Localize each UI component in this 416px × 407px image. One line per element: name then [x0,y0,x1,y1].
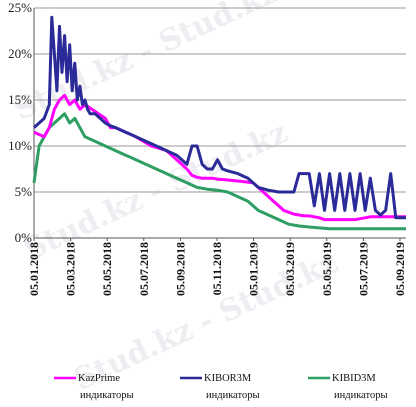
y-tick-label: 25% [8,0,32,15]
x-tick-label: 05.09.2018 [173,242,187,296]
x-axis-ticks: 05.01.2018 05.03.2018 05.05.2018 05.07.2018… [27,238,407,296]
legend: KazPrime индикаторы KIBOR3M индикаторы KIBID… [54,373,388,401]
x-tick-label: 05.05.2019 [320,242,334,296]
y-tick-label: 5% [15,184,33,199]
legend-label-line2: индикаторы [206,390,260,401]
x-tick-label: 05.09.2019 [393,242,407,296]
series-line-kazprime [33,93,406,222]
y-tick-label: 20% [8,46,32,61]
x-tick-label: 05.05.2018 [100,242,114,296]
y-tick-label: 15% [8,92,32,107]
y-tick-label: 10% [8,138,32,153]
x-tick-label: 05.03.2019 [283,242,297,296]
x-tick-label: 05.07.2019 [356,242,370,296]
y-axis-ticks: 0% 5% 10% 15% 20% 25% [8,0,32,245]
axes [33,8,406,239]
gridlines [34,7,406,193]
y-tick-label: 0% [15,230,33,245]
x-tick-label: 05.03.2018 [64,242,78,296]
x-tick-label: 05.11.2018 [210,242,224,295]
legend-label-line2: индикаторы [80,390,134,401]
legend-label: KIBOR3M [204,373,252,384]
series-line-kibid3m [32,112,406,231]
series-lines [32,15,406,231]
series-line-kibor3m [32,15,406,220]
legend-label: KIBID3M [332,373,376,384]
x-tick-label: 05.01.2019 [247,242,261,296]
x-tick-label: 05.07.2018 [137,242,151,296]
x-tick-label: 05.01.2018 [27,242,41,296]
legend-label-line2: индикаторы [334,390,388,401]
legend-label: KazPrime [78,373,120,384]
